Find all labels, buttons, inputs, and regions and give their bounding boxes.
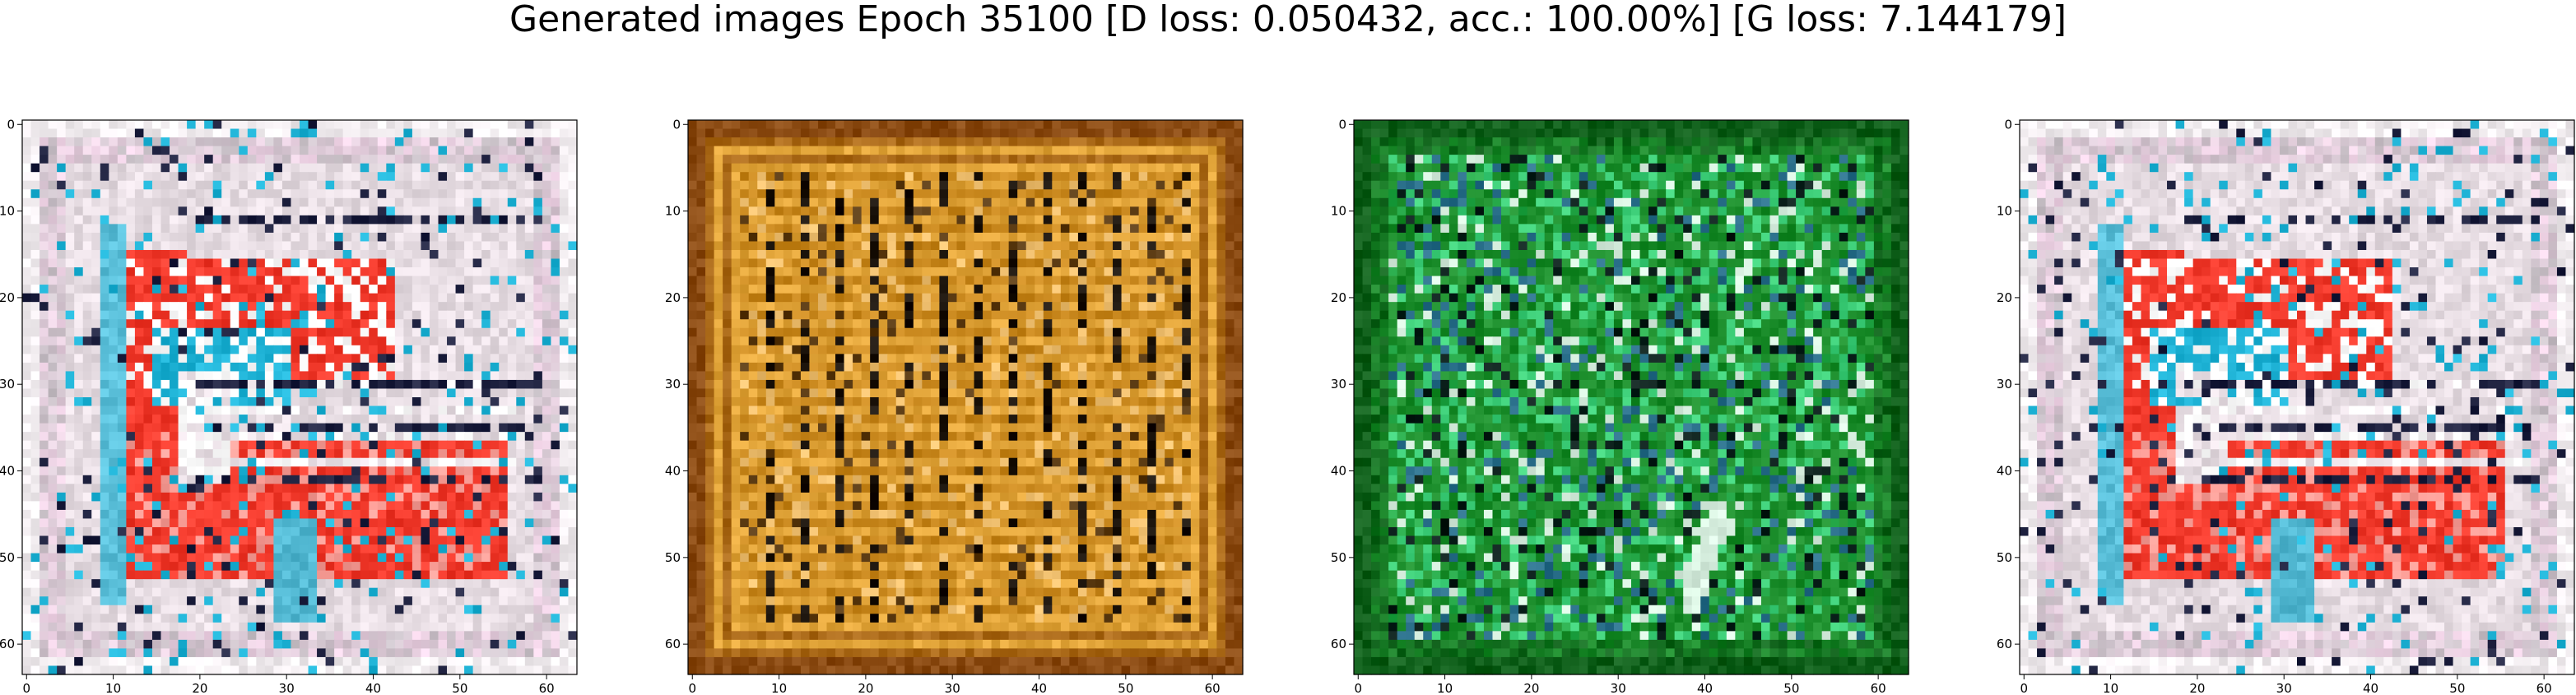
- axes-frame: [1353, 119, 1909, 675]
- x-tick-label: 50: [1783, 681, 1799, 695]
- axes-frame: [21, 119, 578, 675]
- x-tick-label: 40: [2363, 681, 2378, 695]
- y-tick-label: 20: [665, 290, 681, 305]
- y-tick-label: 60: [665, 637, 681, 651]
- y-tick-label: 0: [2004, 117, 2012, 132]
- x-tick-label: 10: [105, 681, 121, 695]
- x-tick-label: 0: [688, 681, 696, 695]
- x-tick-label: 10: [1437, 681, 1453, 695]
- x-tick-label: 60: [1205, 681, 1221, 695]
- x-tick-label: 30: [279, 681, 295, 695]
- generated-image: [1354, 120, 1909, 675]
- x-tick-label: 10: [2103, 681, 2118, 695]
- y-tick-label: 40: [1331, 464, 1346, 479]
- y-tick-label: 40: [665, 464, 681, 479]
- x-tick-label: 20: [858, 681, 873, 695]
- x-tick-label: 30: [1611, 681, 1626, 695]
- x-tick-label: 10: [771, 681, 787, 695]
- x-tick-label: 60: [1871, 681, 1886, 695]
- x-tick-label: 50: [452, 681, 467, 695]
- x-tick-label: 30: [945, 681, 960, 695]
- axes-frame: [687, 119, 1244, 675]
- y-tick-label: 10: [1997, 204, 2012, 219]
- x-tick-label: 0: [2020, 681, 2028, 695]
- x-tick-label: 40: [1697, 681, 1713, 695]
- x-tick-label: 20: [1523, 681, 1539, 695]
- y-tick-label: 20: [1997, 290, 2012, 305]
- y-tick-label: 10: [1331, 204, 1346, 219]
- x-tick-label: 50: [1118, 681, 1133, 695]
- axes-frame: [2019, 119, 2575, 675]
- x-tick-label: 0: [22, 681, 30, 695]
- generated-image: [688, 120, 1244, 675]
- x-tick-label: 40: [365, 681, 381, 695]
- y-tick-label: 20: [1331, 290, 1346, 305]
- y-tick-label: 60: [1331, 637, 1346, 651]
- y-tick-label: 60: [0, 637, 15, 651]
- y-tick-label: 10: [665, 204, 681, 219]
- y-tick-label: 0: [1338, 117, 1346, 132]
- y-tick-label: 50: [0, 550, 15, 565]
- generated-image: [2020, 120, 2575, 675]
- x-tick-label: 20: [2189, 681, 2205, 695]
- generated-image: [22, 120, 578, 675]
- y-tick-label: 30: [1997, 377, 2012, 392]
- y-tick-label: 30: [0, 377, 15, 392]
- y-tick-label: 30: [665, 377, 681, 392]
- y-tick-label: 0: [672, 117, 681, 132]
- y-tick-label: 50: [1331, 550, 1346, 565]
- y-tick-label: 50: [665, 550, 681, 565]
- x-tick-label: 50: [2449, 681, 2465, 695]
- y-tick-label: 40: [1997, 464, 2012, 479]
- y-tick-label: 10: [0, 204, 15, 219]
- x-tick-label: 40: [1031, 681, 1047, 695]
- y-tick-label: 50: [1997, 550, 2012, 565]
- y-tick-label: 60: [1997, 637, 2012, 651]
- y-tick-label: 20: [0, 290, 15, 305]
- x-tick-label: 60: [539, 681, 555, 695]
- y-tick-label: 40: [0, 464, 15, 479]
- y-tick-label: 0: [7, 117, 15, 132]
- y-tick-label: 30: [1331, 377, 1346, 392]
- x-tick-label: 30: [2276, 681, 2292, 695]
- x-tick-label: 0: [1354, 681, 1362, 695]
- x-tick-label: 60: [2536, 681, 2552, 695]
- x-tick-label: 20: [192, 681, 207, 695]
